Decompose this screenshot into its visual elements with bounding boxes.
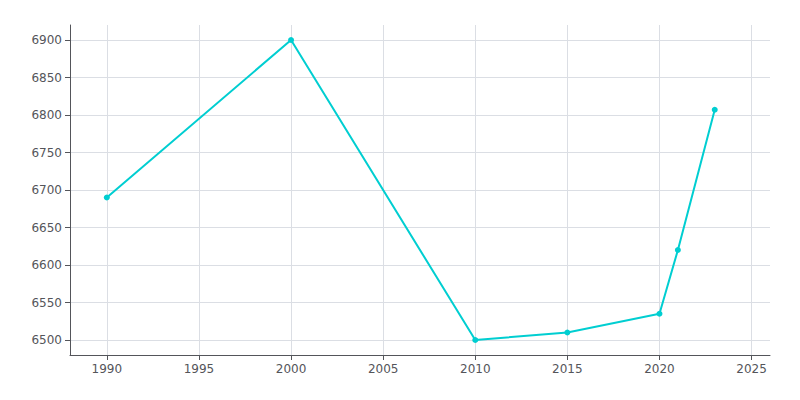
svg-text:2010: 2010: [460, 362, 491, 376]
svg-text:6850: 6850: [31, 71, 62, 85]
svg-text:2025: 2025: [736, 362, 767, 376]
svg-text:6800: 6800: [31, 108, 62, 122]
svg-text:1990: 1990: [92, 362, 123, 376]
svg-text:2005: 2005: [368, 362, 399, 376]
svg-text:2020: 2020: [644, 362, 675, 376]
svg-text:6600: 6600: [31, 258, 62, 272]
svg-text:1995: 1995: [184, 362, 215, 376]
svg-text:6750: 6750: [31, 146, 62, 160]
svg-text:6500: 6500: [31, 333, 62, 347]
svg-text:6650: 6650: [31, 221, 62, 235]
svg-text:6700: 6700: [31, 183, 62, 197]
svg-text:2000: 2000: [276, 362, 307, 376]
svg-text:2015: 2015: [552, 362, 583, 376]
svg-text:6550: 6550: [31, 296, 62, 310]
svg-text:6900: 6900: [31, 33, 62, 47]
